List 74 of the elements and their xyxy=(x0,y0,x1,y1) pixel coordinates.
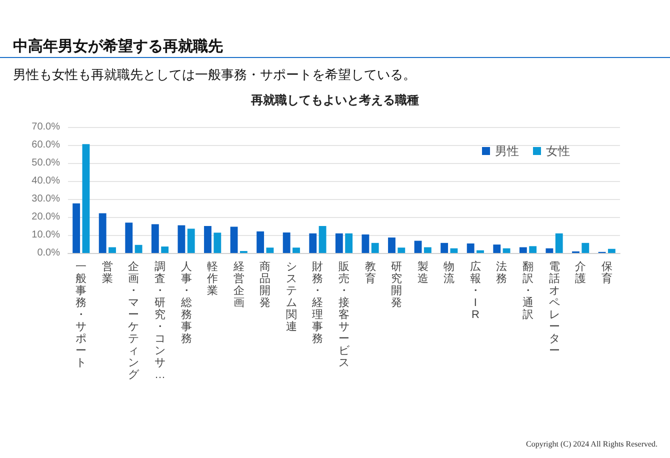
bar xyxy=(178,225,186,253)
x-tick-label: 翻訳・通訳 xyxy=(522,260,534,321)
x-tick-label: 営業 xyxy=(102,260,113,285)
x-tick-label: 電話オペレーター xyxy=(548,261,560,357)
y-tick-label: 70.0% xyxy=(32,122,60,132)
category-label: 企画・マーケティング xyxy=(128,261,140,381)
category-label: 調査・研究・コンサ… xyxy=(154,261,166,381)
bar xyxy=(82,144,90,253)
bar xyxy=(125,222,133,253)
x-tick-label: 財務・経理事務 xyxy=(311,261,324,345)
x-tick-label: 製造 xyxy=(417,260,428,285)
bar xyxy=(256,231,264,253)
x-tick-label: 商品開発 xyxy=(260,260,271,309)
bar xyxy=(282,232,290,253)
bar xyxy=(230,226,238,253)
legend-label: 男性 xyxy=(495,144,519,158)
bar xyxy=(546,248,554,253)
bar xyxy=(414,240,422,253)
y-tick-label: 30.0% xyxy=(32,194,60,204)
x-tick-label: 広報・IR xyxy=(470,260,481,321)
x-tick-label: 研究開発 xyxy=(391,261,402,309)
x-tick-label: 人事・総務事務 xyxy=(180,261,192,345)
x-tick-label: 介護 xyxy=(575,261,586,285)
bar xyxy=(555,233,563,253)
bar xyxy=(476,250,484,253)
bar xyxy=(151,224,159,253)
bar xyxy=(204,226,212,253)
bar xyxy=(529,246,537,253)
bar xyxy=(309,233,317,253)
x-tick-label: 物流 xyxy=(444,261,455,285)
bar xyxy=(608,248,616,253)
y-tick-label: 0.0% xyxy=(37,248,60,258)
bar xyxy=(345,233,353,253)
bar xyxy=(466,243,474,253)
y-tick-label: 40.0% xyxy=(32,176,60,186)
bar xyxy=(371,242,379,253)
y-tick-label: 20.0% xyxy=(32,212,60,222)
bar xyxy=(292,248,300,253)
bar xyxy=(214,232,222,253)
bar xyxy=(424,247,432,253)
bar xyxy=(582,242,590,253)
y-tick-label: 60.0% xyxy=(32,140,60,150)
x-tick-label: 法務 xyxy=(496,260,508,285)
category-label: 一般事務・サポート xyxy=(76,261,87,369)
bar xyxy=(398,248,406,253)
bar xyxy=(388,238,396,253)
bar xyxy=(266,248,274,253)
bar xyxy=(134,244,142,253)
x-tick-label: 軽作業 xyxy=(206,261,218,297)
text: Copyright (C) 2024 All Rights Reserved. xyxy=(526,440,658,448)
bar xyxy=(318,226,326,253)
x-tick-label: 経営企画 xyxy=(232,261,244,309)
y-tick-label: 10.0% xyxy=(32,230,60,240)
category-label: 販売・接客サービス xyxy=(338,261,350,369)
x-tick-label: 教育 xyxy=(364,261,376,285)
bar xyxy=(335,233,343,253)
y-tick-label: 50.0% xyxy=(32,158,60,168)
bar xyxy=(450,248,458,253)
chart-subtitle: 男性も女性も再就職先としては一般事務・サポートを希望している。 xyxy=(13,67,416,82)
bar xyxy=(493,244,501,253)
x-tick-label: システム関連 xyxy=(286,261,297,333)
x-tick-label: 保育 xyxy=(601,261,612,285)
bar xyxy=(108,247,116,253)
bar xyxy=(98,213,106,253)
bar xyxy=(161,246,169,253)
legend-label: 女性 xyxy=(546,144,570,158)
bar xyxy=(502,248,510,253)
bar xyxy=(519,247,527,253)
bar xyxy=(362,234,370,253)
bar xyxy=(187,228,195,253)
bar xyxy=(440,242,448,253)
text: 再就職してもよいと考える職種 xyxy=(250,93,419,107)
chart-title: 中高年男女が希望する再就職先 xyxy=(13,37,223,55)
bar xyxy=(72,203,80,253)
